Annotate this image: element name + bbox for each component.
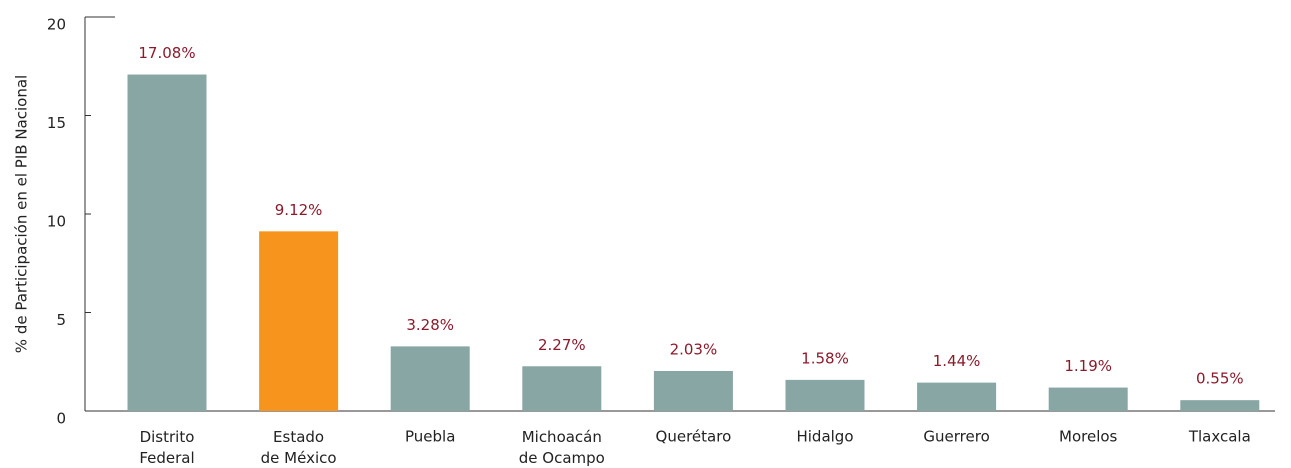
bar — [653, 371, 733, 411]
bar — [1048, 387, 1128, 411]
bar — [785, 379, 865, 411]
bar — [390, 346, 470, 411]
x-tick-label: Guerrero — [923, 428, 989, 446]
bar — [259, 231, 339, 411]
value-label: 3.28% — [406, 316, 454, 334]
value-label: 1.19% — [1064, 357, 1112, 375]
x-tick-label: Tlaxcala — [1188, 428, 1251, 446]
bar — [522, 366, 602, 411]
x-tick-label: Puebla — [405, 428, 455, 446]
y-tick-label: 0 — [56, 410, 66, 428]
bar — [917, 382, 997, 411]
value-label: 1.58% — [801, 349, 849, 367]
y-tick-label: 10 — [47, 213, 66, 231]
x-tick-label: Morelos — [1059, 428, 1118, 446]
y-tick-label: 5 — [56, 311, 66, 329]
bar — [127, 74, 207, 412]
x-tick-label: Estado de México — [261, 428, 337, 467]
y-tick-label: 15 — [47, 114, 66, 132]
value-label: 1.44% — [933, 352, 981, 370]
y-axis-label: % de Participación en el PIB Nacional — [13, 75, 31, 353]
value-label: 17.08% — [138, 44, 195, 62]
value-label: 2.03% — [670, 341, 718, 359]
x-tick-label: Hidalgo — [796, 428, 853, 446]
bar — [1180, 400, 1260, 411]
y-tick-label: 20 — [47, 16, 66, 34]
x-tick-label: Michoacán de Ocampo — [519, 428, 605, 467]
value-label: 2.27% — [538, 336, 586, 354]
value-label: 9.12% — [275, 201, 323, 219]
x-tick-label: Querétaro — [656, 428, 732, 446]
x-tick-label: Distrito Federal — [139, 428, 194, 467]
value-label: 0.55% — [1196, 370, 1244, 388]
